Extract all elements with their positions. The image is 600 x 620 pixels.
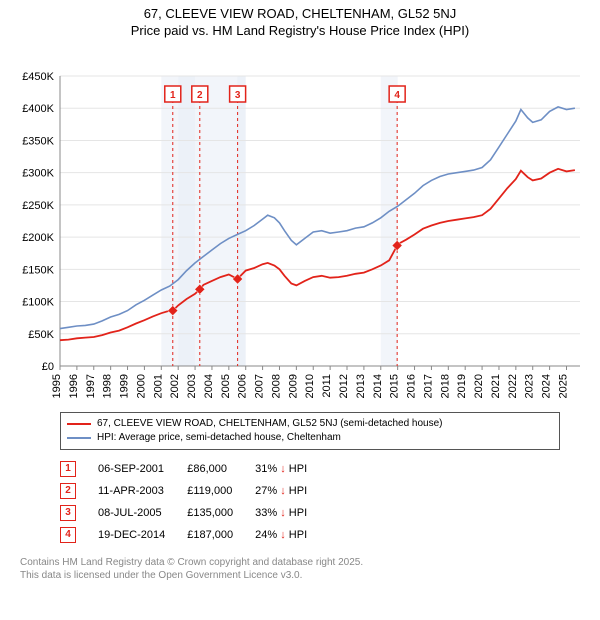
x-tick-label: 1996 [68, 374, 80, 398]
x-tick-label: 2024 [541, 374, 553, 398]
x-tick-label: 2004 [203, 374, 215, 398]
sale-row-marker-cell: 3 [60, 502, 98, 524]
sale-marker-number: 1 [170, 90, 176, 101]
x-tick-label: 1998 [102, 374, 114, 398]
y-tick-label: £450K [22, 71, 54, 83]
legend: 67, CLEEVE VIEW ROAD, CHELTENHAM, GL52 5… [60, 412, 560, 450]
x-tick-label: 2005 [220, 374, 232, 398]
chart-band [381, 76, 398, 366]
legend-label: HPI: Average price, semi-detached house,… [97, 431, 341, 445]
sale-date: 19-DEC-2014 [98, 524, 187, 546]
chart-band [237, 76, 245, 366]
sale-price: £187,000 [187, 524, 255, 546]
x-tick-label: 2001 [152, 374, 164, 398]
x-tick-label: 2013 [355, 374, 367, 398]
x-tick-label: 2020 [473, 374, 485, 398]
sale-price: £119,000 [187, 480, 255, 502]
sale-date: 06-SEP-2001 [98, 458, 187, 480]
sale-row-marker-cell: 4 [60, 524, 98, 546]
x-tick-label: 2007 [254, 374, 266, 398]
y-tick-label: £100K [22, 297, 54, 309]
sale-row-marker-cell: 2 [60, 480, 98, 502]
footer-line-2: This data is licensed under the Open Gov… [20, 569, 600, 582]
x-tick-label: 1999 [119, 374, 131, 398]
sale-date: 08-JUL-2005 [98, 502, 187, 524]
x-tick-label: 2014 [372, 374, 384, 398]
x-tick-label: 2002 [169, 374, 181, 398]
chart-band [161, 76, 178, 366]
x-tick-label: 2023 [524, 374, 536, 398]
sale-delta: 24% ↓ HPI [255, 524, 329, 546]
table-row: 1 06-SEP-2001£86,00031% ↓ HPI [60, 458, 329, 480]
x-tick-label: 1995 [51, 374, 63, 398]
sale-delta: 27% ↓ HPI [255, 480, 329, 502]
x-tick-label: 2009 [287, 374, 299, 398]
x-tick-label: 2010 [304, 374, 316, 398]
y-tick-label: £300K [22, 168, 54, 180]
sale-row-marker: 1 [60, 461, 76, 477]
x-tick-label: 2025 [557, 374, 569, 398]
series-property [60, 169, 575, 340]
table-row: 2 11-APR-2003£119,00027% ↓ HPI [60, 480, 329, 502]
sale-row-marker: 2 [60, 483, 76, 499]
x-tick-label: 2012 [338, 374, 350, 398]
sale-row-marker: 3 [60, 505, 76, 521]
chart-band [178, 76, 195, 366]
x-tick-label: 2003 [186, 374, 198, 398]
x-tick-label: 1997 [85, 374, 97, 398]
table-row: 4 19-DEC-2014£187,00024% ↓ HPI [60, 524, 329, 546]
x-tick-label: 2015 [389, 374, 401, 398]
sale-price: £135,000 [187, 502, 255, 524]
y-tick-label: £150K [22, 264, 54, 276]
title-line-1: 67, CLEEVE VIEW ROAD, CHELTENHAM, GL52 5… [0, 6, 600, 21]
sale-marker-number: 3 [235, 90, 241, 101]
price-chart: £0 £50K £100K £150K £200K £250K £300K £350K £400… [10, 46, 590, 406]
chart-container: £0 £50K £100K £150K £200K £250K £300K £350K £400… [10, 46, 590, 406]
sales-table: 1 06-SEP-2001£86,00031% ↓ HPI 2 11-APR-2003… [60, 458, 329, 546]
x-tick-label: 2018 [439, 374, 451, 398]
legend-label: 67, CLEEVE VIEW ROAD, CHELTENHAM, GL52 5… [97, 417, 443, 431]
sale-delta: 31% ↓ HPI [255, 458, 329, 480]
legend-row: 67, CLEEVE VIEW ROAD, CHELTENHAM, GL52 5… [67, 417, 553, 431]
table-row: 3 08-JUL-2005£135,00033% ↓ HPI [60, 502, 329, 524]
y-tick-label: £400K [22, 103, 54, 115]
sale-row-marker: 4 [60, 527, 76, 543]
x-tick-label: 2019 [456, 374, 468, 398]
sale-date: 11-APR-2003 [98, 480, 187, 502]
x-tick-label: 2021 [490, 374, 502, 398]
y-tick-label: £50K [28, 329, 54, 341]
sale-delta: 33% ↓ HPI [255, 502, 329, 524]
x-tick-label: 2008 [270, 374, 282, 398]
y-tick-label: £0 [42, 361, 54, 373]
legend-row: HPI: Average price, semi-detached house,… [67, 431, 553, 445]
sale-row-marker-cell: 1 [60, 458, 98, 480]
x-tick-label: 2000 [135, 374, 147, 398]
y-tick-label: £350K [22, 135, 54, 147]
x-tick-label: 2011 [321, 374, 333, 398]
x-tick-label: 2017 [422, 374, 434, 398]
x-tick-label: 2022 [507, 374, 519, 398]
legend-swatch [67, 423, 91, 425]
sale-marker-number: 4 [394, 90, 400, 101]
y-tick-label: £250K [22, 200, 54, 212]
sale-price: £86,000 [187, 458, 255, 480]
chart-title-block: 67, CLEEVE VIEW ROAD, CHELTENHAM, GL52 5… [0, 0, 600, 38]
y-tick-label: £200K [22, 232, 54, 244]
legend-swatch [67, 437, 91, 439]
chart-band [195, 76, 237, 366]
x-tick-label: 2006 [237, 374, 249, 398]
sale-marker-number: 2 [197, 90, 203, 101]
title-line-2: Price paid vs. HM Land Registry's House … [0, 23, 600, 38]
footer-line-1: Contains HM Land Registry data © Crown c… [20, 556, 600, 569]
x-tick-label: 2016 [406, 374, 418, 398]
footer-attribution: Contains HM Land Registry data © Crown c… [20, 556, 600, 582]
